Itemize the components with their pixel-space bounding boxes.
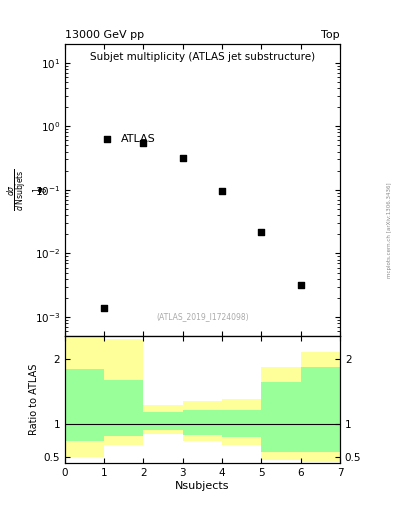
Text: (ATLAS_2019_I1724098): (ATLAS_2019_I1724098) xyxy=(156,312,249,322)
X-axis label: Nsubjects: Nsubjects xyxy=(175,481,230,491)
ATLAS xyxy=(258,227,264,236)
Y-axis label: $\frac{d\sigma}{d\,\mathrm{Nsubjets}}$
$\frac{1}{\sigma}$: $\frac{d\sigma}{d\,\mathrm{Nsubjets}}$ $… xyxy=(6,169,52,211)
Text: mcplots.cern.ch [arXiv:1306.3436]: mcplots.cern.ch [arXiv:1306.3436] xyxy=(387,183,392,278)
Legend: ATLAS: ATLAS xyxy=(92,131,160,147)
Text: Subjet multiplicity (ATLAS jet substructure): Subjet multiplicity (ATLAS jet substruct… xyxy=(90,52,315,62)
Text: Top: Top xyxy=(321,30,340,40)
Y-axis label: Ratio to ATLAS: Ratio to ATLAS xyxy=(29,364,39,435)
ATLAS xyxy=(298,281,304,289)
ATLAS xyxy=(101,304,107,312)
ATLAS xyxy=(140,139,147,147)
ATLAS xyxy=(219,187,225,196)
Text: 13000 GeV pp: 13000 GeV pp xyxy=(65,30,144,40)
ATLAS xyxy=(180,154,186,162)
